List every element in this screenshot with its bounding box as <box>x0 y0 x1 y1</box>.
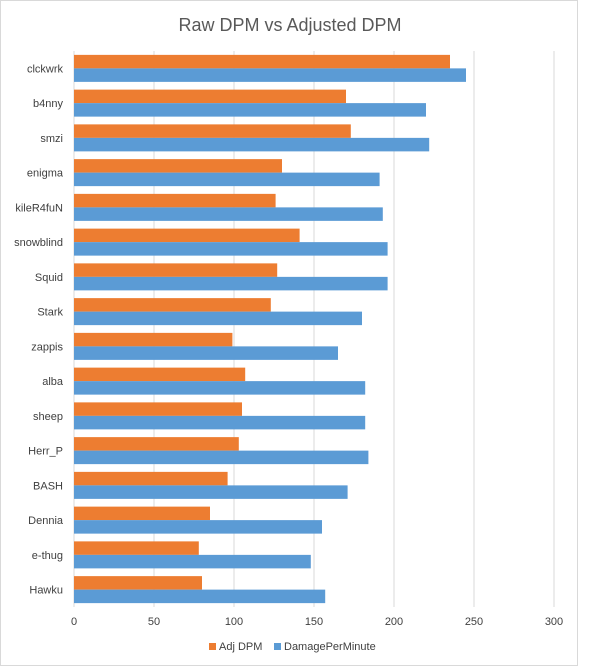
bar-adj-dpm-smzi <box>74 124 351 138</box>
category-labels: clckwrk b4nny smzi enigma kileR4fuN snowblind… <box>14 63 64 596</box>
legend-label: Adj DPM <box>219 641 262 653</box>
legend-swatch <box>274 643 281 650</box>
bar-adj-dpm-Squid <box>74 263 278 277</box>
x-tick-label: 200 <box>385 616 403 628</box>
x-tick-labels: 0 50 100 150 200 250 300 <box>71 616 563 628</box>
bar-damage-per-minute-Herr_P <box>74 450 369 465</box>
category-label: Squid <box>35 272 63 284</box>
category-label: enigma <box>27 168 64 180</box>
category-label: kileR4fuN <box>15 202 63 214</box>
bar-adj-dpm-e-thug <box>74 541 199 555</box>
category-label: Herr_P <box>28 446 63 458</box>
category-label: zappis <box>31 341 63 353</box>
bar-adj-dpm-clckwrk <box>74 54 450 69</box>
x-tick-label: 250 <box>465 616 483 628</box>
bar-damage-per-minute-kileR4fuN <box>74 207 383 221</box>
legend-label: DamagePerMinute <box>284 641 376 653</box>
bar-damage-per-minute-smzi <box>74 137 430 152</box>
chart-frame: Raw DPM vs Adjusted DPM clckwrk b4nny smzi… <box>0 0 578 666</box>
bar-damage-per-minute-snowblind <box>74 242 388 256</box>
category-label: alba <box>42 376 64 388</box>
bar-adj-dpm-Hawku <box>74 576 202 590</box>
bar-damage-per-minute-alba <box>74 381 366 395</box>
category-label: smzi <box>40 133 63 145</box>
bar-adj-dpm-alba <box>74 367 246 382</box>
bar-damage-per-minute-Dennia <box>74 520 322 534</box>
category-label: Stark <box>37 307 63 319</box>
x-tick-label: 300 <box>545 616 563 628</box>
bar-damage-per-minute-BASH <box>74 485 348 499</box>
category-label: BASH <box>33 480 63 492</box>
chart-svg: Raw DPM vs Adjusted DPM clckwrk b4nny smzi… <box>14 15 563 653</box>
bar-damage-per-minute-enigma <box>74 172 380 187</box>
bar-adj-dpm-kileR4fuN <box>74 193 276 208</box>
category-label: b4nny <box>33 98 63 110</box>
category-label: Dennia <box>28 515 64 527</box>
bar-damage-per-minute-Squid <box>74 276 388 291</box>
bar-adj-dpm-BASH <box>74 471 228 486</box>
category-label: e-thug <box>32 550 63 562</box>
bar-damage-per-minute-Stark <box>74 311 362 326</box>
bar-adj-dpm-snowblind <box>74 228 300 243</box>
bar-damage-per-minute-zappis <box>74 346 338 360</box>
category-label: sheep <box>33 411 63 423</box>
bars <box>74 54 466 604</box>
bar-damage-per-minute-Hawku <box>74 589 326 604</box>
bar-adj-dpm-enigma <box>74 159 282 173</box>
bar-damage-per-minute-sheep <box>74 415 366 430</box>
category-label: Hawku <box>29 585 63 597</box>
bar-adj-dpm-b4nny <box>74 89 346 104</box>
x-tick-label: 0 <box>71 616 77 628</box>
x-tick-label: 100 <box>225 616 243 628</box>
x-tick-label: 50 <box>148 616 160 628</box>
chart-title: Raw DPM vs Adjusted DPM <box>178 15 401 35</box>
bar-adj-dpm-Stark <box>74 298 271 312</box>
bar-adj-dpm-Dennia <box>74 506 210 521</box>
bar-damage-per-minute-e-thug <box>74 554 311 569</box>
bar-adj-dpm-zappis <box>74 332 233 347</box>
category-label: snowblind <box>14 237 63 249</box>
category-label: clckwrk <box>27 63 64 75</box>
bar-damage-per-minute-clckwrk <box>74 68 466 82</box>
legend: Adj DPM DamagePerMinute <box>209 641 376 653</box>
x-tick-label: 150 <box>305 616 323 628</box>
bar-adj-dpm-sheep <box>74 402 242 416</box>
bar-adj-dpm-Herr_P <box>74 437 239 451</box>
bar-damage-per-minute-b4nny <box>74 103 426 117</box>
legend-swatch <box>209 643 216 650</box>
